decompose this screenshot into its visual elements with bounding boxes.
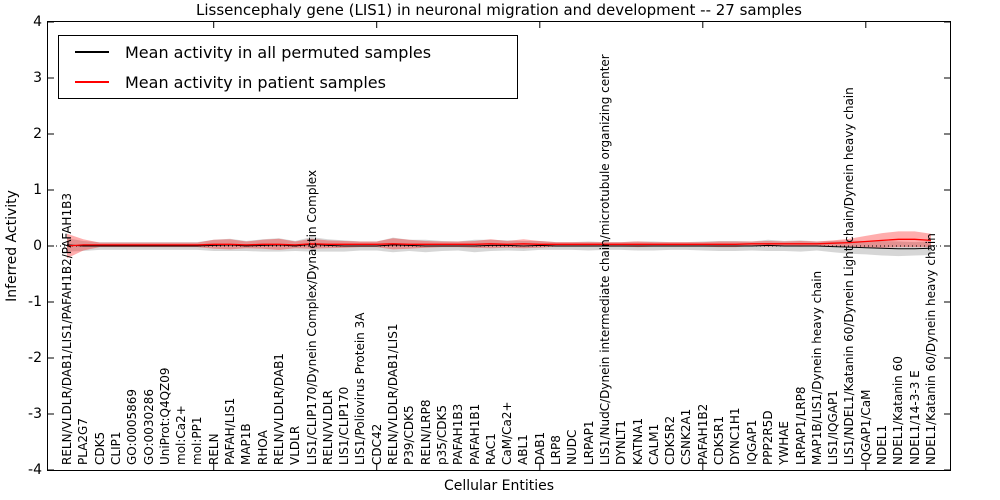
- chart-title: Lissencephaly gene (LIS1) in neuronal mi…: [196, 1, 802, 19]
- x-tick-label: LIS1/Poliovirus Protein 3A: [353, 312, 368, 465]
- x-tick-label: CDK5: [92, 431, 107, 465]
- x-tick-label: UniProt:Q4QZ09: [157, 367, 172, 465]
- y-tick-label: 1: [33, 182, 42, 198]
- x-tick-label: RHOA: [255, 430, 270, 465]
- x-tick-label: mol:PP1: [190, 416, 205, 465]
- x-tick-label: GO:0005869: [125, 388, 140, 465]
- x-tick-label: LRPAP1/LRP8: [793, 386, 808, 465]
- x-tick-label: NDEL1: [875, 424, 890, 465]
- x-tick-label: P39/CDK5: [402, 405, 417, 465]
- x-tick-label: ABL1: [516, 434, 531, 465]
- x-tick-label: p35/CDK5: [434, 404, 449, 465]
- x-tick-label: VLDLR: [288, 425, 303, 465]
- legend-item-permuted: Mean activity in all permuted samples: [59, 40, 517, 64]
- y-tick-label: 4: [33, 14, 42, 30]
- x-tick-label: mol:Ca2+: [174, 405, 189, 465]
- x-tick-label: LRPAP1: [581, 420, 596, 465]
- legend: Mean activity in all permuted samples Me…: [58, 35, 518, 99]
- chart-canvas: [48, 22, 950, 470]
- x-axis-label: Cellular Entities: [443, 478, 555, 494]
- legend-line-sample-black: [75, 51, 109, 53]
- x-tick-label: IQGAP1: [744, 419, 759, 465]
- x-tick-label: LIS1/NudC/Dynein intermediate chain/micr…: [597, 54, 612, 465]
- x-tick-label: CALM1: [646, 423, 661, 465]
- y-tick-label: -4: [28, 462, 42, 478]
- x-tick-label: RAC1: [483, 433, 498, 465]
- legend-item-patient: Mean activity in patient samples: [59, 70, 517, 94]
- y-tick-label: -1: [28, 294, 42, 310]
- x-tick-label: RELN/VLDLR/DAB1/LIS1/PAFAH1B2/PAFAH1B3: [60, 193, 74, 465]
- x-tick-label: NDEL1/Katanin 60: [891, 356, 906, 465]
- x-tick-label: CSNK2A1: [679, 408, 694, 465]
- x-tick-label: CaM/Ca2+: [500, 401, 515, 465]
- x-tick-label: LIS1/CLIP170/Dynein Complex/Dynactin Com…: [304, 169, 319, 465]
- y-tick-label: 2: [33, 126, 42, 142]
- x-tick-label: CLIP1: [108, 431, 123, 465]
- legend-line-sample-red: [75, 81, 109, 83]
- x-tick-label: PAFAH1B2: [695, 403, 710, 465]
- y-tick-label: -2: [28, 350, 42, 366]
- x-tick-label: NDEL1/Katanin 60/Dynein heavy chain: [924, 233, 938, 465]
- x-tick-label: LIS1/NDEL1/Katanin 60/Dynein Light chain…: [842, 87, 857, 465]
- x-tick-label: PLA2G7: [76, 418, 91, 465]
- y-tick-label: 0: [33, 238, 42, 254]
- x-tick-label: IQGAP1/CaM: [858, 389, 873, 466]
- x-tick-label: RELN/VLDLR/DAB1: [271, 353, 286, 465]
- legend-label: Mean activity in patient samples: [125, 72, 386, 92]
- x-tick-label: YWHAE: [777, 420, 792, 465]
- x-tick-label: MAP1B/LIS1/Dynein heavy chain: [809, 270, 824, 465]
- x-tick-label: PAFAH/LIS1: [223, 397, 238, 465]
- y-tick-label: -3: [28, 406, 42, 422]
- x-tick-label: PAFAH1B1: [467, 403, 482, 465]
- x-tick-label: RELN/VLDLR/DAB1/LIS1: [386, 323, 401, 465]
- x-tick-label: GO:0030286: [141, 388, 156, 465]
- x-tick-label: LIS1/IQGAP1: [826, 390, 841, 465]
- x-tick-label: MAP1B: [239, 423, 254, 465]
- x-tick-label: PAFAH1B3: [451, 403, 466, 465]
- x-tick-label: CDC42: [369, 423, 384, 465]
- x-tick-label: LRP8: [549, 435, 564, 465]
- x-tick-label: PPP2R5D: [760, 410, 775, 465]
- x-tick-label: RELN/VLDLR: [320, 390, 335, 465]
- x-tick-label: DYNLT1: [614, 420, 629, 465]
- x-tick-label: DAB1: [532, 431, 547, 465]
- legend-label: Mean activity in all permuted samples: [125, 42, 432, 62]
- x-tick-label: LIS1/CLIP170: [337, 386, 352, 465]
- x-tick-label: KATNA1: [630, 417, 645, 465]
- x-tick-label: RELN: [206, 433, 221, 465]
- x-tick-label: NUDC: [565, 429, 580, 465]
- x-tick-label: RELN/LRP8: [418, 399, 433, 465]
- x-tick-label: NDEL1/14-3-3 E: [907, 370, 922, 465]
- y-tick-label: 3: [33, 70, 42, 86]
- x-tick-label: CDK5R1: [712, 415, 727, 465]
- x-tick-label: DYNC1H1: [728, 407, 743, 465]
- x-tick-label: CDK5R2: [663, 415, 678, 465]
